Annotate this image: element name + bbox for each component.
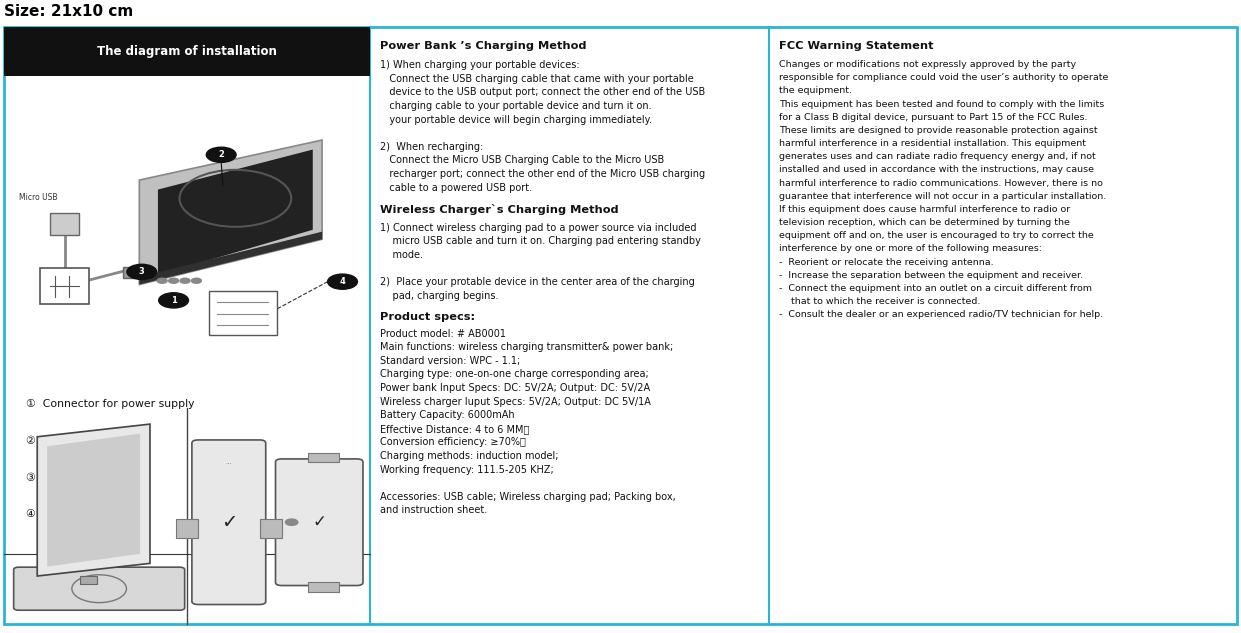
- Text: equipment off and on, the user is encouraged to try to correct the: equipment off and on, the user is encour…: [779, 231, 1095, 241]
- Text: 1) Connect wireless charging pad to a power source via included: 1) Connect wireless charging pad to a po…: [380, 223, 696, 233]
- Text: Main functions: wireless charging transmitter& power bank;: Main functions: wireless charging transm…: [380, 342, 673, 352]
- Text: ④  Instruction sheet: ④ Instruction sheet: [26, 509, 135, 519]
- FancyBboxPatch shape: [259, 519, 282, 538]
- Text: harmful interference in a residential installation. This equipment: harmful interference in a residential in…: [779, 139, 1086, 148]
- Circle shape: [285, 519, 298, 525]
- Text: 4: 4: [340, 277, 345, 286]
- Text: Changes or modifications not expressly approved by the party: Changes or modifications not expressly a…: [779, 60, 1076, 69]
- FancyBboxPatch shape: [308, 453, 339, 462]
- Circle shape: [206, 147, 236, 162]
- Circle shape: [191, 279, 201, 284]
- Text: Accessories: USB cable; Wireless charging pad; Packing box,: Accessories: USB cable; Wireless chargin…: [380, 492, 675, 502]
- Circle shape: [127, 265, 156, 280]
- Text: responsible for compliance could void the user’s authority to operate: responsible for compliance could void th…: [779, 73, 1108, 82]
- Text: If this equipment does cause harmful interference to radio or: If this equipment does cause harmful int…: [779, 205, 1071, 214]
- FancyBboxPatch shape: [50, 213, 79, 235]
- Text: FCC Warning Statement: FCC Warning Statement: [779, 41, 933, 51]
- Text: ✓: ✓: [221, 513, 237, 532]
- Polygon shape: [37, 424, 150, 576]
- Text: that to which the receiver is connected.: that to which the receiver is connected.: [779, 297, 980, 306]
- Circle shape: [328, 274, 357, 289]
- Text: ✓: ✓: [313, 513, 326, 531]
- FancyBboxPatch shape: [308, 582, 339, 592]
- Text: Size: 21x10 cm: Size: 21x10 cm: [4, 4, 133, 20]
- Polygon shape: [158, 149, 313, 275]
- FancyBboxPatch shape: [40, 268, 89, 304]
- Text: ‐  Consult the dealer or an experienced radio/TV technician for help.: ‐ Consult the dealer or an experienced r…: [779, 310, 1103, 319]
- Text: These limits are designed to provide reasonable protection against: These limits are designed to provide rea…: [779, 126, 1098, 135]
- Text: mode.: mode.: [380, 250, 423, 260]
- Text: Micro USB: Micro USB: [19, 193, 57, 202]
- Text: Connect the Micro USB Charging Cable to the Micro USB: Connect the Micro USB Charging Cable to …: [380, 155, 664, 165]
- Text: Wireless Charger`s Charging Method: Wireless Charger`s Charging Method: [380, 204, 618, 215]
- Text: ‐  Reorient or relocate the receiving antenna.: ‐ Reorient or relocate the receiving ant…: [779, 258, 994, 266]
- Text: 1: 1: [171, 296, 176, 305]
- Text: ③  Indicator Light area: ③ Indicator Light area: [26, 472, 150, 482]
- Text: Connect the USB charging cable that came with your portable: Connect the USB charging cable that came…: [380, 74, 694, 84]
- Text: The diagram of installation: The diagram of installation: [97, 45, 277, 58]
- Text: your portable device will begin charging immediately.: your portable device will begin charging…: [380, 115, 652, 125]
- Text: recharger port; connect the other end of the Micro USB charging: recharger port; connect the other end of…: [380, 169, 705, 179]
- Text: Power bank Input Specs: DC: 5V/2A; Output: DC: 5V/2A: Power bank Input Specs: DC: 5V/2A; Outpu…: [380, 383, 650, 393]
- Circle shape: [158, 279, 168, 284]
- Text: charging cable to your portable device and turn it on.: charging cable to your portable device a…: [380, 101, 652, 111]
- Text: micro USB cable and turn it on. Charging pad entering standby: micro USB cable and turn it on. Charging…: [380, 236, 701, 246]
- FancyBboxPatch shape: [81, 576, 98, 584]
- Text: Working frequency: 111.5-205 KHZ;: Working frequency: 111.5-205 KHZ;: [380, 465, 553, 475]
- FancyBboxPatch shape: [4, 27, 1237, 624]
- Text: cable to a powered USB port.: cable to a powered USB port.: [380, 182, 532, 192]
- Text: Product specs:: Product specs:: [380, 312, 475, 322]
- Text: 1) When charging your portable devices:: 1) When charging your portable devices:: [380, 60, 580, 70]
- FancyBboxPatch shape: [4, 27, 370, 76]
- Text: Conversion efficiency: ≥70%；: Conversion efficiency: ≥70%；: [380, 437, 526, 448]
- FancyBboxPatch shape: [6, 76, 367, 392]
- Text: ①  Connector for power supply: ① Connector for power supply: [26, 399, 195, 409]
- Text: This equipment has been tested and found to comply with the limits: This equipment has been tested and found…: [779, 99, 1104, 109]
- Text: Effective Distance: 4 to 6 MM；: Effective Distance: 4 to 6 MM；: [380, 423, 529, 434]
- Text: and instruction sheet.: and instruction sheet.: [380, 505, 486, 515]
- Text: generates uses and can radiate radio frequency energy and, if not: generates uses and can radiate radio fre…: [779, 153, 1096, 161]
- Text: the equipment.: the equipment.: [779, 87, 853, 96]
- Text: Charging methods: induction model;: Charging methods: induction model;: [380, 451, 558, 461]
- FancyBboxPatch shape: [276, 459, 362, 586]
- Text: 2)  When recharging:: 2) When recharging:: [380, 142, 483, 152]
- Text: 3: 3: [139, 267, 145, 277]
- Text: interference by one or more of the following measures:: interference by one or more of the follo…: [779, 244, 1042, 253]
- Text: Power Bank ’s Charging Method: Power Bank ’s Charging Method: [380, 41, 586, 51]
- Polygon shape: [208, 291, 277, 335]
- Polygon shape: [139, 140, 323, 285]
- Text: television reception, which can be determined by turning the: television reception, which can be deter…: [779, 218, 1070, 227]
- FancyBboxPatch shape: [123, 267, 135, 279]
- Text: guarantee that interference will not occur in a particular installation.: guarantee that interference will not occ…: [779, 192, 1107, 201]
- FancyBboxPatch shape: [192, 440, 266, 605]
- FancyBboxPatch shape: [176, 519, 199, 538]
- Text: pad, charging begins.: pad, charging begins.: [380, 291, 498, 301]
- Text: Wireless charger Iuput Specs: 5V/2A; Output: DC 5V/1A: Wireless charger Iuput Specs: 5V/2A; Out…: [380, 396, 650, 406]
- Text: Charging type: one-on-one charge corresponding area;: Charging type: one-on-one charge corresp…: [380, 369, 649, 379]
- Text: for a Class B digital device, pursuant to Part 15 of the FCC Rules.: for a Class B digital device, pursuant t…: [779, 113, 1088, 122]
- Text: device to the USB output port; connect the other end of the USB: device to the USB output port; connect t…: [380, 87, 705, 97]
- Text: ...: ...: [226, 459, 232, 465]
- Text: installed and used in accordance with the instructions, may cause: installed and used in accordance with th…: [779, 165, 1095, 175]
- Text: harmful interference to radio communications. However, there is no: harmful interference to radio communicat…: [779, 179, 1103, 187]
- Circle shape: [169, 279, 179, 284]
- Polygon shape: [139, 232, 323, 285]
- Text: ‐  Connect the equipment into an outlet on a circuit different from: ‐ Connect the equipment into an outlet o…: [779, 284, 1092, 293]
- Text: Product model: # AB0001: Product model: # AB0001: [380, 329, 506, 339]
- Text: 2)  Place your protable device in the center area of the charging: 2) Place your protable device in the cen…: [380, 277, 695, 287]
- Text: Standard version: WPC - 1.1;: Standard version: WPC - 1.1;: [380, 356, 520, 366]
- Circle shape: [159, 293, 189, 308]
- Text: 2: 2: [218, 150, 225, 160]
- Text: ②  Charging area: ② Charging area: [26, 436, 120, 446]
- Text: Battery Capacity: 6000mAh: Battery Capacity: 6000mAh: [380, 410, 514, 420]
- Text: ‐  Increase the separation between the equipment and receiver.: ‐ Increase the separation between the eq…: [779, 271, 1083, 280]
- FancyBboxPatch shape: [14, 567, 185, 610]
- Circle shape: [180, 279, 190, 284]
- Polygon shape: [47, 434, 140, 567]
